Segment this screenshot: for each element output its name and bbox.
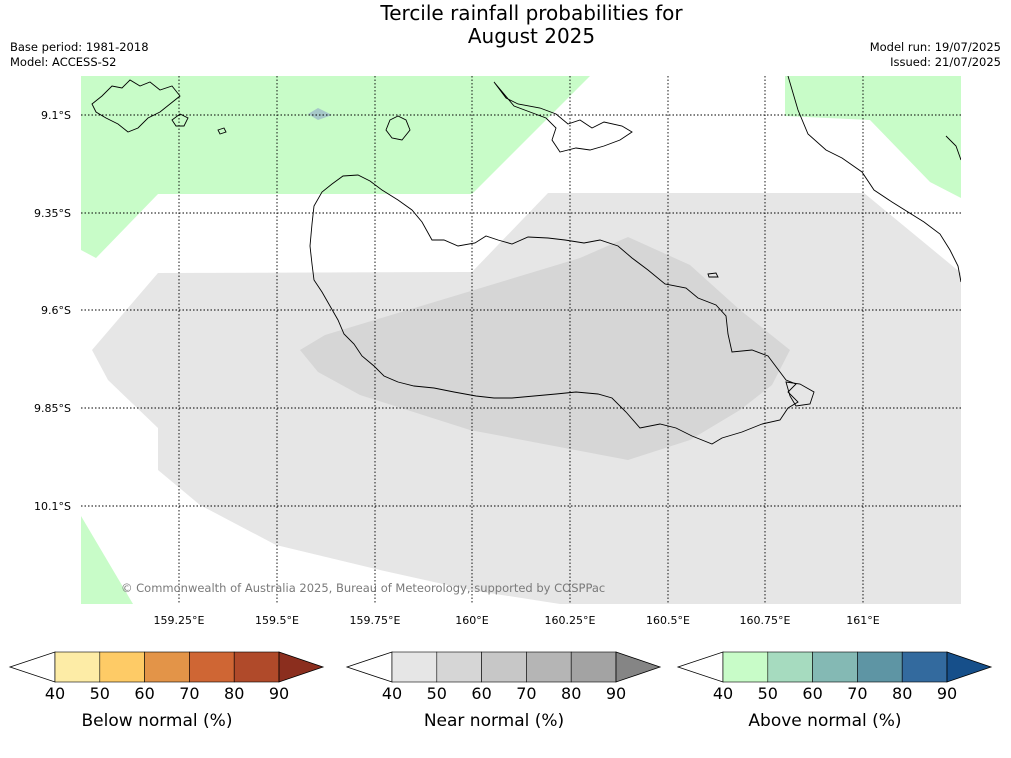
colorbar-tick-label: 50 xyxy=(90,684,110,703)
near-normal-colorbar: 40 50 60 70 80 90 Near normal (%) xyxy=(345,651,662,731)
coast-north-west-3 xyxy=(217,127,227,135)
colorbar-segment xyxy=(54,651,101,683)
map-title: Tercile rainfall probabilities for Augus… xyxy=(0,2,1011,48)
lon-label: 159.75°E xyxy=(350,614,401,627)
colorbar-tick-label: 80 xyxy=(561,684,581,703)
lat-label: 9.85°S xyxy=(34,402,71,415)
colorbar-tick-label: 80 xyxy=(892,684,912,703)
lat-label: 9.6°S xyxy=(41,304,71,317)
copyright-notice: © Commonwealth of Australia 2025, Bureau… xyxy=(121,581,605,595)
colorbar-segment xyxy=(189,651,235,683)
colorbar-tick-label: 50 xyxy=(758,684,778,703)
lat-label: 10.1°S xyxy=(34,500,71,513)
colorbar-tick-label: 90 xyxy=(937,684,957,703)
above-normal-colorbar: 40 50 60 70 80 90 Above normal (%) xyxy=(676,651,993,731)
coast-main-island xyxy=(309,174,799,445)
colorbar-tick-label: 40 xyxy=(382,684,402,703)
lat-label: 9.35°S xyxy=(34,207,71,220)
coast-north-east xyxy=(787,76,961,283)
colorbar-tick-label: 40 xyxy=(713,684,733,703)
colorbar-segment xyxy=(570,651,617,683)
below-normal-colorbar: 40 50 60 70 80 90 Below normal (%) xyxy=(8,651,325,731)
colorbar-tick-label: 70 xyxy=(179,684,199,703)
small-island-shade xyxy=(308,108,332,120)
colorbar-segment xyxy=(436,651,482,683)
lon-label: 159.25°E xyxy=(154,614,205,627)
colorbar-tick-label: 70 xyxy=(847,684,867,703)
colorbar-low-extension xyxy=(676,651,724,683)
colorbar-segment xyxy=(233,651,280,683)
colorbar-segment xyxy=(722,651,769,683)
meta-left: Base period: 1981-2018 Model: ACCESS-S2 xyxy=(10,40,149,70)
longitude-labels: 159.25°E 159.5°E 159.75°E 160°E 160.25°E 160.… xyxy=(154,614,880,627)
base-period: Base period: 1981-2018 xyxy=(10,40,149,54)
colorbar-high-extension xyxy=(946,651,993,683)
colorbar-segment xyxy=(99,651,145,683)
lon-label: 160.25°E xyxy=(545,614,596,627)
colorbar-segment xyxy=(144,651,190,683)
colorbar-legends: 40 50 60 70 80 90 Below normal (%) 40 50 60 70 80 90… xyxy=(8,651,993,731)
colorbar-tick-label: 90 xyxy=(269,684,289,703)
above-normal-region-top xyxy=(81,76,961,258)
colorbar-segment xyxy=(767,651,813,683)
colorbar-segment xyxy=(481,651,527,683)
model-run: Model run: 19/07/2025 xyxy=(869,40,1001,54)
graticule xyxy=(81,76,961,604)
colorbar-title: Near normal (%) xyxy=(424,711,564,731)
title-line-1: Tercile rainfall probabilities for xyxy=(380,1,683,25)
lon-label: 159.5°E xyxy=(255,614,299,627)
colorbar-tick-label: 60 xyxy=(802,684,822,703)
colorbar-high-extension xyxy=(615,651,662,683)
coast-north-west xyxy=(91,79,181,133)
colorbar-segment xyxy=(812,651,858,683)
coast-round-island xyxy=(385,115,411,141)
lon-label: 160.75°E xyxy=(740,614,791,627)
colorbar-tick-label: 60 xyxy=(471,684,491,703)
colorbar-tick-label: 70 xyxy=(516,684,536,703)
colorbar-tick-label: 60 xyxy=(134,684,154,703)
model-name: Model: ACCESS-S2 xyxy=(10,55,117,69)
near-normal-region-50 xyxy=(300,237,790,460)
issued-date: Issued: 21/07/2025 xyxy=(890,55,1001,69)
colorbar-title: Below normal (%) xyxy=(82,711,233,731)
above-normal-region-bottom-left xyxy=(81,516,133,604)
coast-far-east xyxy=(945,135,961,161)
meta-right: Model run: 19/07/2025 Issued: 21/07/2025 xyxy=(870,40,1001,70)
colorbar-segment xyxy=(901,651,948,683)
colorbar-high-extension xyxy=(278,651,325,683)
lat-label: 9.1°S xyxy=(41,109,71,122)
latitude-labels: 9.1°S 9.35°S 9.6°S 9.85°S 10.1°S xyxy=(34,109,71,513)
colorbar-segment xyxy=(391,651,438,683)
coast-east-islet xyxy=(785,381,815,407)
lon-label: 160°E xyxy=(455,614,488,627)
colorbar-low-extension xyxy=(8,651,56,683)
coastlines xyxy=(91,76,961,445)
colorbar-tick-label: 50 xyxy=(427,684,447,703)
lon-label: 160.5°E xyxy=(646,614,690,627)
colorbar-title: Above normal (%) xyxy=(748,711,901,731)
coast-small-islet xyxy=(707,272,719,278)
title-line-2: August 2025 xyxy=(467,24,596,48)
lon-label: 161°E xyxy=(846,614,879,627)
map-panel: © Commonwealth of Australia 2025, Bureau… xyxy=(81,76,961,604)
colorbar-low-extension xyxy=(345,651,393,683)
colorbar-tick-label: 90 xyxy=(606,684,626,703)
colorbar-tick-label: 40 xyxy=(45,684,65,703)
colorbar-tick-label: 80 xyxy=(224,684,244,703)
coast-north-central xyxy=(493,81,633,153)
colorbar-segment xyxy=(857,651,903,683)
colorbar-segment xyxy=(526,651,572,683)
